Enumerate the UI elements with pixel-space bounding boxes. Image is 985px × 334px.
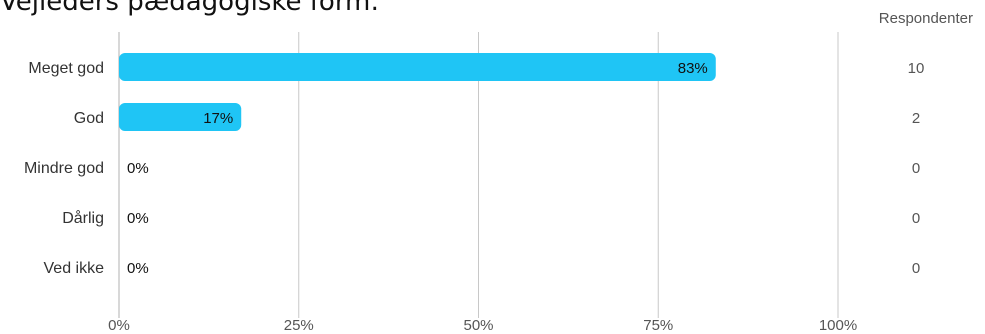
- value-label: 83%: [678, 60, 708, 77]
- respondent-count: 0: [912, 260, 920, 277]
- respondent-count: 0: [912, 210, 920, 227]
- category-label: God: [74, 110, 104, 127]
- value-label: 0%: [127, 210, 149, 227]
- respondent-count: 0: [912, 160, 920, 177]
- x-tick-label: 50%: [463, 317, 493, 334]
- category-label: Ved ikke: [44, 260, 105, 277]
- value-label: 17%: [203, 110, 233, 127]
- x-tick-label: 25%: [284, 317, 314, 334]
- bar: [119, 103, 242, 131]
- value-label: 0%: [127, 160, 149, 177]
- respondent-count: 2: [912, 110, 920, 127]
- bars: [119, 53, 716, 131]
- category-label: Mindre god: [24, 160, 104, 177]
- respondent-count: 10: [908, 60, 925, 77]
- x-tick-label: 75%: [643, 317, 673, 334]
- respondents-header: Respondenter: [878, 10, 973, 27]
- x-tick-label: 100%: [819, 317, 857, 334]
- value-label: 0%: [127, 260, 149, 277]
- x-tick-label: 0%: [108, 317, 130, 334]
- chart-title: Vejleders pædagogiske form:: [0, 0, 380, 17]
- bar: [119, 53, 716, 81]
- labels: 0% 25% 50% 75% 100% Meget god 83% 10 God 17% 2 Mind…: [24, 60, 924, 334]
- category-label: Meget god: [28, 60, 104, 77]
- category-label: Dårlig: [62, 209, 104, 227]
